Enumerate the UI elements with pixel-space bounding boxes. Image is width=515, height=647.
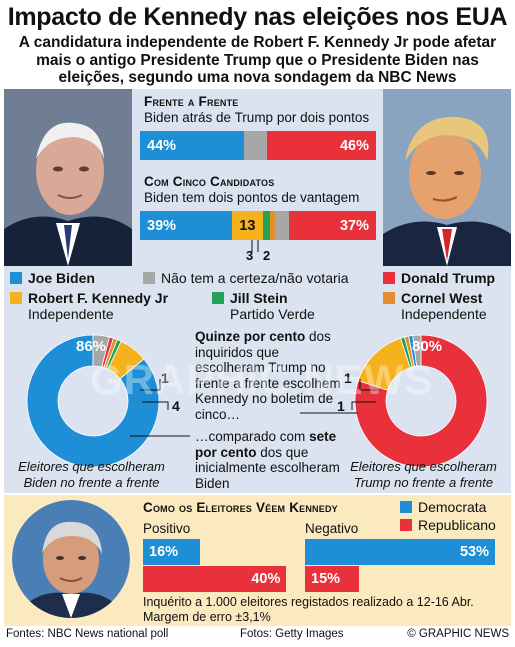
five-biden-value: 39% — [147, 217, 177, 234]
graphic-news-watermark: GRAPHIC NEWS — [90, 356, 434, 403]
legend-swatch-trump — [383, 272, 395, 284]
five-biden-segment: 39% — [140, 211, 233, 240]
legend-stein: Jill Stein Partido Verde — [212, 290, 352, 324]
donut-slice-n-o-tem-a-certeza-n-o-votaria — [92, 334, 110, 368]
legend-swatch-democrat — [400, 501, 412, 513]
five-trump-segment: 37% — [288, 211, 376, 240]
biden-donut-leaders — [130, 379, 190, 437]
biden-donut-caption: Eleitores que escolheram Biden no frente… — [18, 459, 165, 490]
biden-donut-unsure-value: 4 — [172, 398, 180, 414]
legend-west-party: Independente — [401, 306, 487, 322]
trump-donut-main-value: 80% — [412, 338, 443, 355]
trump-donut-note-leader — [300, 412, 358, 414]
five-stein-value: 3 — [246, 248, 254, 263]
legend-west: Cornel West Independente — [383, 290, 511, 324]
legend-trump: Donald Trump — [383, 270, 511, 290]
joe-biden-portrait-icon — [4, 89, 132, 266]
five-way-bar: 39% 13 37% — [140, 211, 376, 240]
legend-kennedy: Robert F. Kennedy Jr Independente — [10, 290, 210, 324]
note-middle-bold: Quinze por cento — [195, 329, 306, 344]
five-west-value: 2 — [263, 248, 271, 263]
legend-label-west: Cornel West — [401, 290, 483, 306]
five-trump-value: 37% — [339, 217, 369, 234]
biden-voters-donut — [26, 334, 160, 468]
negative-democrat-bar: 53% — [305, 539, 495, 565]
h2h-biden-segment: 44% — [140, 131, 244, 160]
note-lower-text: dos que inicialmente escolheram Biden — [195, 444, 340, 491]
footer-sources: Fontes: NBC News national poll — [6, 628, 169, 640]
negative-democrat-value: 53% — [459, 544, 489, 560]
note-biden-to-kennedy: …comparado com sete por cento dos que in… — [195, 429, 345, 491]
robert-kennedy-portrait-icon — [12, 500, 130, 618]
note-lower-pre: …comparado com — [195, 429, 306, 444]
positive-democrat-bar: 16% — [143, 539, 201, 565]
legend-democrat: Democrata — [400, 499, 508, 517]
five-unsure-segment — [274, 211, 289, 240]
h2h-trump-value: 46% — [339, 137, 369, 154]
five-west-segment — [269, 211, 275, 240]
legend-swatch-republican — [400, 519, 412, 531]
note-trump-to-kennedy: Quinze por cento dos inquiridos que esco… — [195, 329, 345, 422]
five-stein-segment — [262, 211, 270, 240]
five-way-heading: Com Cinco Candidatos — [144, 174, 275, 189]
legend-label-republican: Republicano — [418, 517, 496, 533]
positive-republican-bar: 40% — [143, 566, 287, 592]
h2h-biden-value: 44% — [147, 137, 177, 154]
donut-slice-joe-biden — [26, 334, 160, 468]
h2h-unsure-segment — [243, 131, 268, 160]
legend-swatch-west — [383, 292, 395, 304]
kennedy-view-heading: Como os Eleitores Vêem Kennedy — [143, 500, 338, 515]
legend-swatch-unsure — [143, 272, 155, 284]
donald-trump-portrait-icon — [383, 89, 511, 266]
biden-donut-main-value: 86% — [76, 338, 107, 355]
legend-label-biden: Joe Biden — [28, 270, 95, 286]
negative-republican-value: 15% — [311, 571, 341, 587]
positive-democrat-value: 16% — [149, 544, 179, 560]
negative-label: Negativo — [305, 521, 359, 536]
legend-biden: Joe Biden — [10, 270, 140, 290]
legend-stein-party: Partido Verde — [230, 306, 315, 322]
head-to-head-bar: 44% 46% — [140, 131, 376, 160]
legend-swatch-kennedy — [10, 292, 22, 304]
head-to-head-heading: Frente a Frente — [144, 94, 239, 109]
trump-donut-leaders — [351, 379, 380, 410]
legend-label-trump: Donald Trump — [401, 270, 496, 286]
legend-unsure: Não tem a certeza/não votaria — [143, 270, 383, 290]
negative-republican-bar: 15% — [305, 566, 359, 592]
positive-republican-value: 40% — [251, 571, 281, 587]
footer-photos: Fotos: Getty Images — [240, 628, 344, 640]
legend-label-stein: Jill Stein — [230, 290, 288, 306]
note-middle-text: dos inquiridos que escolheram Trump no f… — [195, 329, 341, 422]
five-way-small-leaders — [251, 240, 259, 252]
poll-methodology-note: Inquérito a 1.000 eleitores registados r… — [143, 595, 474, 624]
legend-swatch-stein — [212, 292, 224, 304]
legend-label-unsure: Não tem a certeza/não votaria — [161, 270, 349, 286]
donut-slice-n-o-tem-a-certeza-n-o-votaria — [412, 334, 422, 367]
legend-label-democrat: Democrata — [418, 499, 487, 515]
trump-donut-caption: Eleitores que escolheram Trump no frente… — [350, 459, 497, 490]
five-way-subheading: Biden tem dois pontos de vantagem — [144, 190, 360, 205]
head-to-head-subheading: Biden atrás de Trump por dois pontos — [144, 110, 370, 125]
page-title: Impacto de Kennedy nas eleições nos EUA — [7, 3, 508, 31]
legend-swatch-biden — [10, 272, 22, 284]
note-lower-bold: sete por cento — [195, 429, 337, 460]
trump-donut-biden-value: 1 — [344, 370, 352, 386]
positive-label: Positivo — [143, 521, 191, 536]
trump-voters-donut — [354, 334, 488, 468]
five-kennedy-segment: 13 — [232, 211, 263, 240]
trump-donut-unsure-value: 1 — [337, 398, 345, 414]
biden-donut-trump-value: 1 — [161, 370, 169, 386]
legend-republican: Republicano — [400, 517, 508, 535]
legend-kennedy-party: Independente — [28, 306, 114, 322]
footer-credit: © GRAPHIC NEWS — [407, 628, 509, 640]
legend-label-kennedy: Robert F. Kennedy Jr — [28, 290, 169, 306]
page-subtitle: A candidatura independente de Robert F. … — [18, 34, 497, 86]
h2h-trump-segment: 46% — [267, 131, 376, 160]
five-kennedy-value: 13 — [239, 217, 256, 234]
